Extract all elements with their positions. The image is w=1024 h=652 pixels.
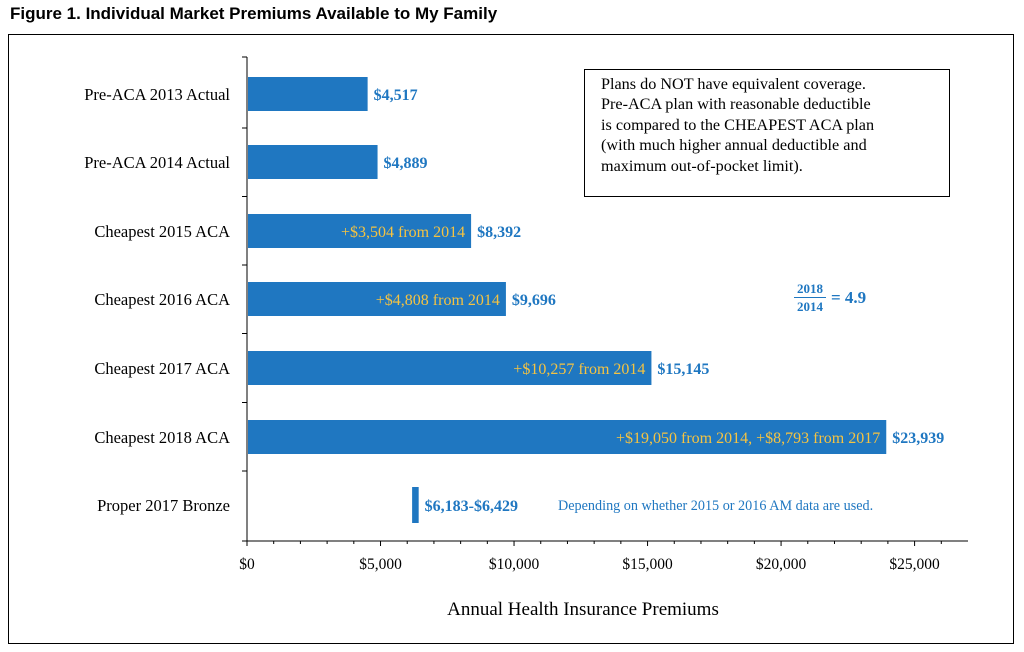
note-line: Pre-ACA plan with reasonable deductible bbox=[601, 95, 871, 114]
bar bbox=[412, 487, 419, 523]
category-label: Pre-ACA 2014 Actual bbox=[84, 153, 230, 172]
bar-inside-label: +$10,257 from 2014 bbox=[513, 361, 645, 378]
bar-inside-label: +$3,504 from 2014 bbox=[341, 224, 465, 241]
category-label: Cheapest 2015 ACA bbox=[94, 222, 230, 241]
ratio-fraction: 2018 2014 bbox=[794, 281, 826, 314]
category-label: Proper 2017 Bronze bbox=[97, 496, 230, 515]
note-line: is compared to the CHEAPEST ACA plan bbox=[601, 115, 875, 134]
bar-value-label: $15,145 bbox=[657, 361, 709, 378]
x-tick-label: $25,000 bbox=[889, 556, 940, 573]
figure-title: Figure 1. Individual Market Premiums Ava… bbox=[10, 4, 498, 23]
x-tick-label: $15,000 bbox=[622, 556, 673, 573]
bar-value-label: $4,517 bbox=[374, 87, 418, 104]
category-label: Cheapest 2017 ACA bbox=[94, 359, 230, 378]
category-label: Cheapest 2018 ACA bbox=[94, 428, 230, 447]
bar bbox=[248, 214, 472, 248]
ratio-value: = 4.9 bbox=[831, 287, 867, 307]
note-box: Plans do NOT have equivalent coverage. P… bbox=[584, 69, 950, 197]
figure-frame bbox=[8, 34, 1014, 644]
x-tick-label: $0 bbox=[239, 556, 255, 573]
bar bbox=[248, 420, 887, 454]
bar-value-label: $6,183-$6,429 bbox=[425, 498, 518, 515]
x-tick-label: $10,000 bbox=[489, 556, 540, 573]
ratio-denominator: 2014 bbox=[797, 299, 823, 314]
x-axis-title: Annual Health Insurance Premiums bbox=[447, 599, 719, 620]
bar-value-label: $8,392 bbox=[477, 224, 521, 241]
bar bbox=[248, 77, 368, 111]
x-tick-label: $20,000 bbox=[756, 556, 807, 573]
category-label: Pre-ACA 2013 Actual bbox=[84, 85, 230, 104]
bar-value-label: $23,939 bbox=[892, 430, 944, 447]
x-tick-label: $5,000 bbox=[359, 556, 402, 573]
bar-value-label: $9,696 bbox=[512, 292, 556, 309]
bar bbox=[248, 145, 378, 179]
ratio-annotation: 2018 2014 = 4.9 bbox=[794, 281, 866, 314]
category-label: Cheapest 2016 ACA bbox=[94, 290, 230, 309]
bar-inside-label: +$19,050 from 2014, +$8,793 from 2017 bbox=[616, 430, 880, 447]
bar bbox=[248, 282, 506, 316]
note-line: (with much higher annual deductible and bbox=[601, 136, 867, 155]
note-line: Plans do NOT have equivalent coverage. bbox=[601, 75, 866, 93]
ratio-numerator: 2018 bbox=[794, 281, 826, 298]
note-line: maximum out-of-pocket limit). bbox=[601, 156, 803, 175]
range-annotation: Depending on whether 2015 or 2016 AM dat… bbox=[558, 498, 873, 514]
bar bbox=[248, 351, 652, 385]
bar-value-label: $4,889 bbox=[384, 155, 428, 172]
bar-inside-label: +$4,808 from 2014 bbox=[376, 292, 500, 309]
